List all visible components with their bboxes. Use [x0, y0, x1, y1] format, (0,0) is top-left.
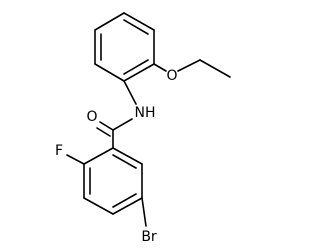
bond	[123, 63, 155, 82]
bond-inner	[112, 193, 137, 208]
bond	[99, 121, 114, 131]
atom-label: O	[86, 109, 97, 125]
atom-label: NH	[135, 105, 156, 121]
bond	[177, 59, 201, 72]
bond	[123, 12, 155, 31]
bond	[83, 147, 114, 165]
bond	[123, 80, 137, 105]
atom-label: Br	[141, 229, 157, 245]
bond	[112, 118, 133, 131]
bond	[66, 154, 85, 165]
bond-inner	[123, 59, 149, 75]
bonds	[66, 12, 231, 227]
bond	[83, 197, 114, 215]
molecule-diagram: O NH O F Br	[55, 12, 231, 245]
bond-inner	[123, 19, 149, 35]
bond	[96, 127, 111, 137]
bond	[94, 12, 125, 31]
bond	[94, 63, 125, 82]
bond	[112, 197, 143, 215]
bond	[141, 197, 147, 227]
bond	[199, 59, 231, 78]
bond	[153, 63, 167, 72]
bond-inner	[112, 154, 137, 169]
bond	[112, 147, 143, 165]
atom-label: F	[55, 143, 63, 159]
atom-label: O	[166, 68, 177, 84]
